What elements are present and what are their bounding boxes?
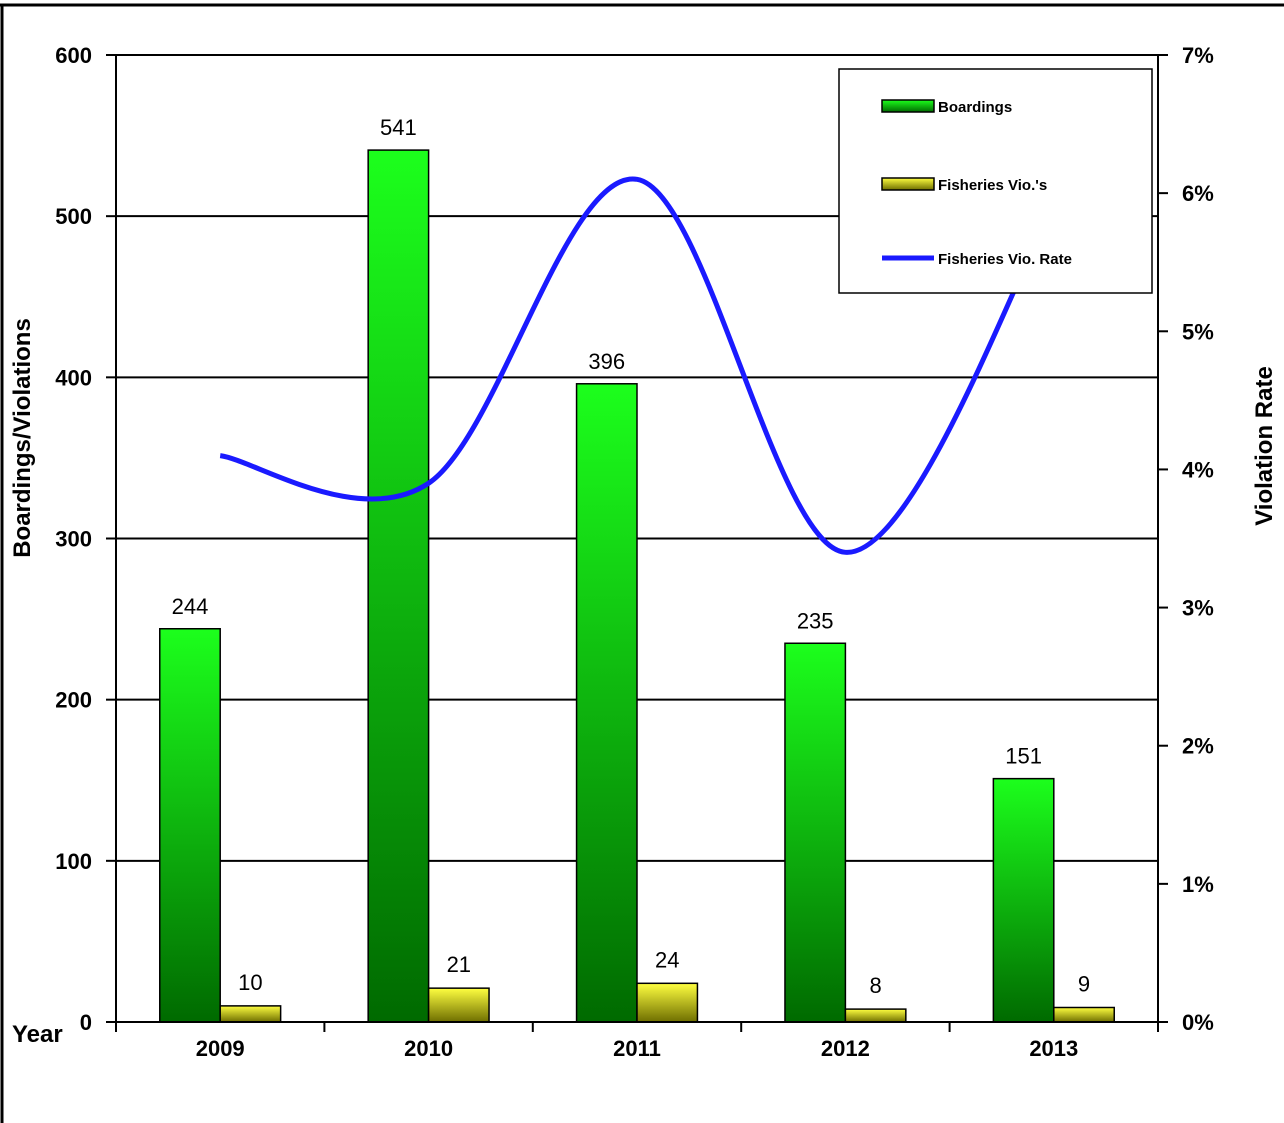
data-label-boardings: 244 (172, 594, 209, 619)
bar-fisheries-vios (427, 987, 490, 1023)
axes: 0 100 200 300 400 500 600 0% 1% 2% 3% 4% 5% 6% 7% 2009 2… (0, 3, 1284, 1123)
y2-tick-label: 4% (1182, 457, 1214, 482)
data-label-fisheries-vios: 21 (447, 952, 471, 977)
bar-boardings (367, 149, 430, 1023)
bars (159, 149, 1115, 1023)
bar-boardings (159, 628, 221, 1023)
y2-tick-label: 2% (1182, 734, 1214, 759)
bar-boardings (992, 777, 1055, 1023)
bar-fisheries-vios (844, 1008, 907, 1023)
bar-fisheries-vios (636, 982, 699, 1023)
y-axis-title: Boardings/Violations (9, 318, 36, 558)
data-label-fisheries-vios: 9 (1078, 971, 1090, 996)
y-tick-label: 300 (55, 527, 92, 552)
data-label-boardings: 396 (588, 349, 625, 374)
bar-boardings (575, 383, 638, 1023)
data-label-fisheries-vios: 24 (655, 947, 679, 972)
y2-tick-label: 5% (1182, 319, 1214, 344)
rate-line (219, 176, 1056, 555)
y-tick-label: 400 (55, 365, 92, 390)
data-label-fisheries-vios: 8 (869, 973, 881, 998)
legend-label-violation-rate: Fisheries Vio. Rate (938, 251, 1072, 268)
legend: Boardings Fisheries Vio.'s Fisheries Vio. … (838, 68, 1153, 294)
x-tick-label: 2010 (404, 1036, 453, 1061)
legend-label-fisheries-vios: Fisheries Vio.'s (938, 177, 1047, 194)
legend-swatch-fisheries-vios (881, 177, 935, 191)
bar-fisheries-vios (1053, 1006, 1115, 1023)
bar-boardings (784, 642, 847, 1023)
bar-fisheries-vios (219, 1005, 282, 1023)
data-label-boardings: 235 (797, 608, 834, 633)
data-labels: 244 10 541 21 396 24 235 8 151 9 (172, 115, 1091, 998)
y2-tick-label: 7% (1182, 43, 1214, 68)
x-tick-label: 2013 (1029, 1036, 1078, 1061)
y-tick-label: 600 (55, 43, 92, 68)
data-label-boardings: 541 (380, 115, 417, 140)
y2-tick-label: 0% (1182, 1010, 1214, 1035)
x-tick-label: 2011 (613, 1036, 661, 1061)
x-tick-label: 2009 (196, 1036, 245, 1061)
y2-axis-title: Violation Rate (1251, 366, 1278, 526)
y-tick-label: 100 (55, 849, 92, 874)
data-label-fisheries-vios: 10 (238, 970, 262, 995)
y-tick-label: 200 (55, 688, 92, 713)
legend-swatch-boardings (881, 99, 935, 113)
data-label-boardings: 151 (1005, 744, 1042, 769)
y-tick-label: 500 (55, 204, 92, 229)
y-tick-label: 0 (80, 1010, 92, 1035)
y2-tick-label: 3% (1182, 596, 1214, 621)
line-violation-rate (219, 176, 1056, 555)
x-axis-title: Year (12, 1021, 63, 1048)
y2-tick-label: 6% (1182, 181, 1214, 206)
y2-tick-label: 1% (1182, 872, 1214, 897)
legend-label-boardings: Boardings (938, 99, 1012, 116)
x-tick-label: 2012 (821, 1036, 870, 1061)
